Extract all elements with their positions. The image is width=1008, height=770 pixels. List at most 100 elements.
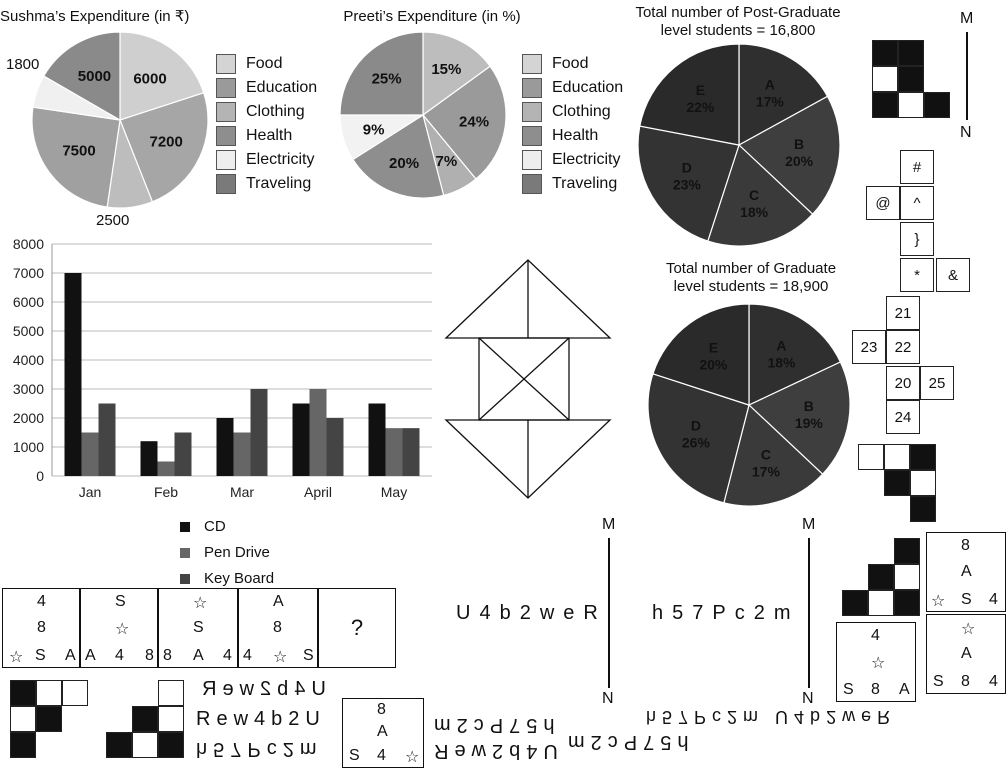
cube-net-symbols: # @ ^ } * & [864,150,974,295]
answer-card-a: 8 A S 4 ☆ [342,698,424,768]
pattern-option-b [106,680,186,760]
sushma-legend-label-electricity: Electricity [246,151,315,168]
mirror3-m-label: M [802,516,816,533]
x-tick-mar: Mar [230,484,254,500]
postgrad-pie-slice-a [738,43,829,147]
y-tick-2000: 2000 [13,410,44,426]
answer-card-r3-symbol-0: ☆ [961,621,976,638]
sushma-legend-label-traveling: Traveling [246,175,312,192]
series-card-4-symbol-2: 4 [243,647,252,664]
postgrad-pie-slice-b [737,95,841,215]
mirror-n-label: N [960,124,972,141]
mirror-line [966,32,968,120]
sushma-legend-swatch-food [216,54,236,74]
mirror-options: U4b2weR Rew4b2U h57Pc2m [196,674,326,764]
sushma-pie-slice-health [31,106,121,208]
postgrad-title: Total number of Post-Graduate level stude… [635,4,841,39]
series-card-1-symbol-4: A [65,647,76,664]
answer-card-r3-symbol-4: 4 [989,673,998,690]
answer-card-r1-symbol-1: A [961,563,972,580]
preeti-legend-item-health: Health [522,124,623,148]
bar-mar-key-board [250,389,268,476]
pattern-option-a [10,680,90,760]
sushma-pie-slice-food [119,31,205,121]
grad-pie-slice-c [723,403,824,507]
mirror-option-5: U4b2weR [428,740,558,762]
answer-card-r1: 8 A ☆ S 4 [926,532,1006,612]
answer-card-r2-symbol-1: ☆ [871,655,886,672]
net2-face-22: 22 [886,330,920,364]
bar-mar-pen-drive [233,432,251,476]
answer-card-r3-symbol-3: 8 [961,673,970,690]
postgrad-pie-label-d-1: 23% [673,176,702,192]
mirror-m-label: M [960,10,974,27]
preeti-pie: 15% 24% 7% 20%9% 25% [339,31,507,199]
y-tick-4000: 4000 [13,352,44,368]
grad-pie-slice-b [747,361,851,475]
preeti-pie-label-electricity: 9% [363,121,385,138]
postgrad-pie-label-e-0: E [696,82,705,98]
grad-pie-label-d-1: 26% [682,435,711,451]
answer-card-a-symbol-4: ☆ [405,749,420,766]
y-tick-3000: 3000 [13,381,44,397]
preeti-legend-swatch-education [522,78,542,98]
grad-title: Total number of Graduate level students =… [665,260,837,295]
grad-pie-slice-d [647,373,750,504]
net2-face-25: 25 [920,366,954,400]
bar-feb-cd [140,441,158,476]
series-card-3-symbol-2: 8 [163,647,172,664]
grad-pie-label-b-0: B [804,398,814,414]
mirror-options-2: h57Pc2m U4b2weR [428,712,558,764]
net-face-brace: } [900,222,934,256]
bar-feb-pen-drive [157,461,175,476]
bar-legend: CD Pen Drive Key Board [180,514,274,592]
y-tick-1000: 1000 [13,439,44,455]
sushma-pie-slice-traveling [42,31,121,122]
sushma-legend-item-food: Food [216,52,317,76]
sequence-flipped: h57Pc2m U4b2weR [646,707,897,727]
mirror2-line [608,538,610,688]
answer-card-r3: ☆ A S 8 4 [926,614,1006,694]
sushma-outlabel-1800: 1800 [6,56,40,73]
x-tick-april: April [304,484,332,500]
y-tick-6000: 6000 [13,294,44,310]
postgrad-pie-label-b-0: B [794,136,804,152]
series-card-3: ☆ S 8 A 4 [158,588,238,668]
grad-pie-label-c-0: C [761,447,771,463]
sushma-pie: 6000 7200 7500 5000 [31,31,209,209]
series-card-4-symbol-3: ☆ [273,649,288,666]
sushma-legend-item-health: Health [216,124,317,148]
x-tick-may: May [381,484,407,500]
preeti-legend-swatch-food [522,54,542,74]
x-tick-jan: Jan [79,484,102,500]
answer-card-r2-symbol-4: A [899,681,910,698]
bar-legend-pen-drive: Pen Drive [204,544,270,561]
mirror2-n-label: N [602,690,614,707]
answer-card-a-symbol-2: S [349,747,360,764]
preeti-title: Preeti’s Expenditure (in %) [343,8,521,25]
sushma-legend-swatch-health [216,126,236,146]
net2-face-21: 21 [886,296,920,330]
net-face-at: @ [866,186,900,220]
pattern-option-right [858,444,938,524]
sushma-legend-swatch-education [216,78,236,98]
mirror-option-3: h57Pc2m [196,738,323,760]
postgrad-pie-label-c-1: 18% [740,204,769,220]
postgrad-pie-slice-e [639,43,740,146]
series-card-question: ? [318,588,396,668]
sushma-legend-label-clothing: Clothing [246,103,305,120]
sequence-1: U4b2weR [456,602,607,624]
legend-swatch-cd [180,522,190,532]
sushma-legend-swatch-clothing [216,102,236,122]
grad-pie-label-a-1: 18% [767,354,796,370]
bar-april-cd [292,403,310,476]
preeti-legend-label-clothing: Clothing [552,103,611,120]
grad-pie-slice-a [748,303,842,406]
preeti-legend-swatch-traveling [522,174,542,194]
series-card-3-symbol-4: 4 [223,647,232,664]
series-card-1-symbol-0: 4 [37,593,46,610]
mirror-option-4: h57Pc2m [428,714,555,736]
y-tick-8000: 8000 [13,236,44,252]
legend-swatch-pen-drive [180,548,190,558]
postgrad-pie: A17% B20% C18% D23% E22% [637,43,841,247]
